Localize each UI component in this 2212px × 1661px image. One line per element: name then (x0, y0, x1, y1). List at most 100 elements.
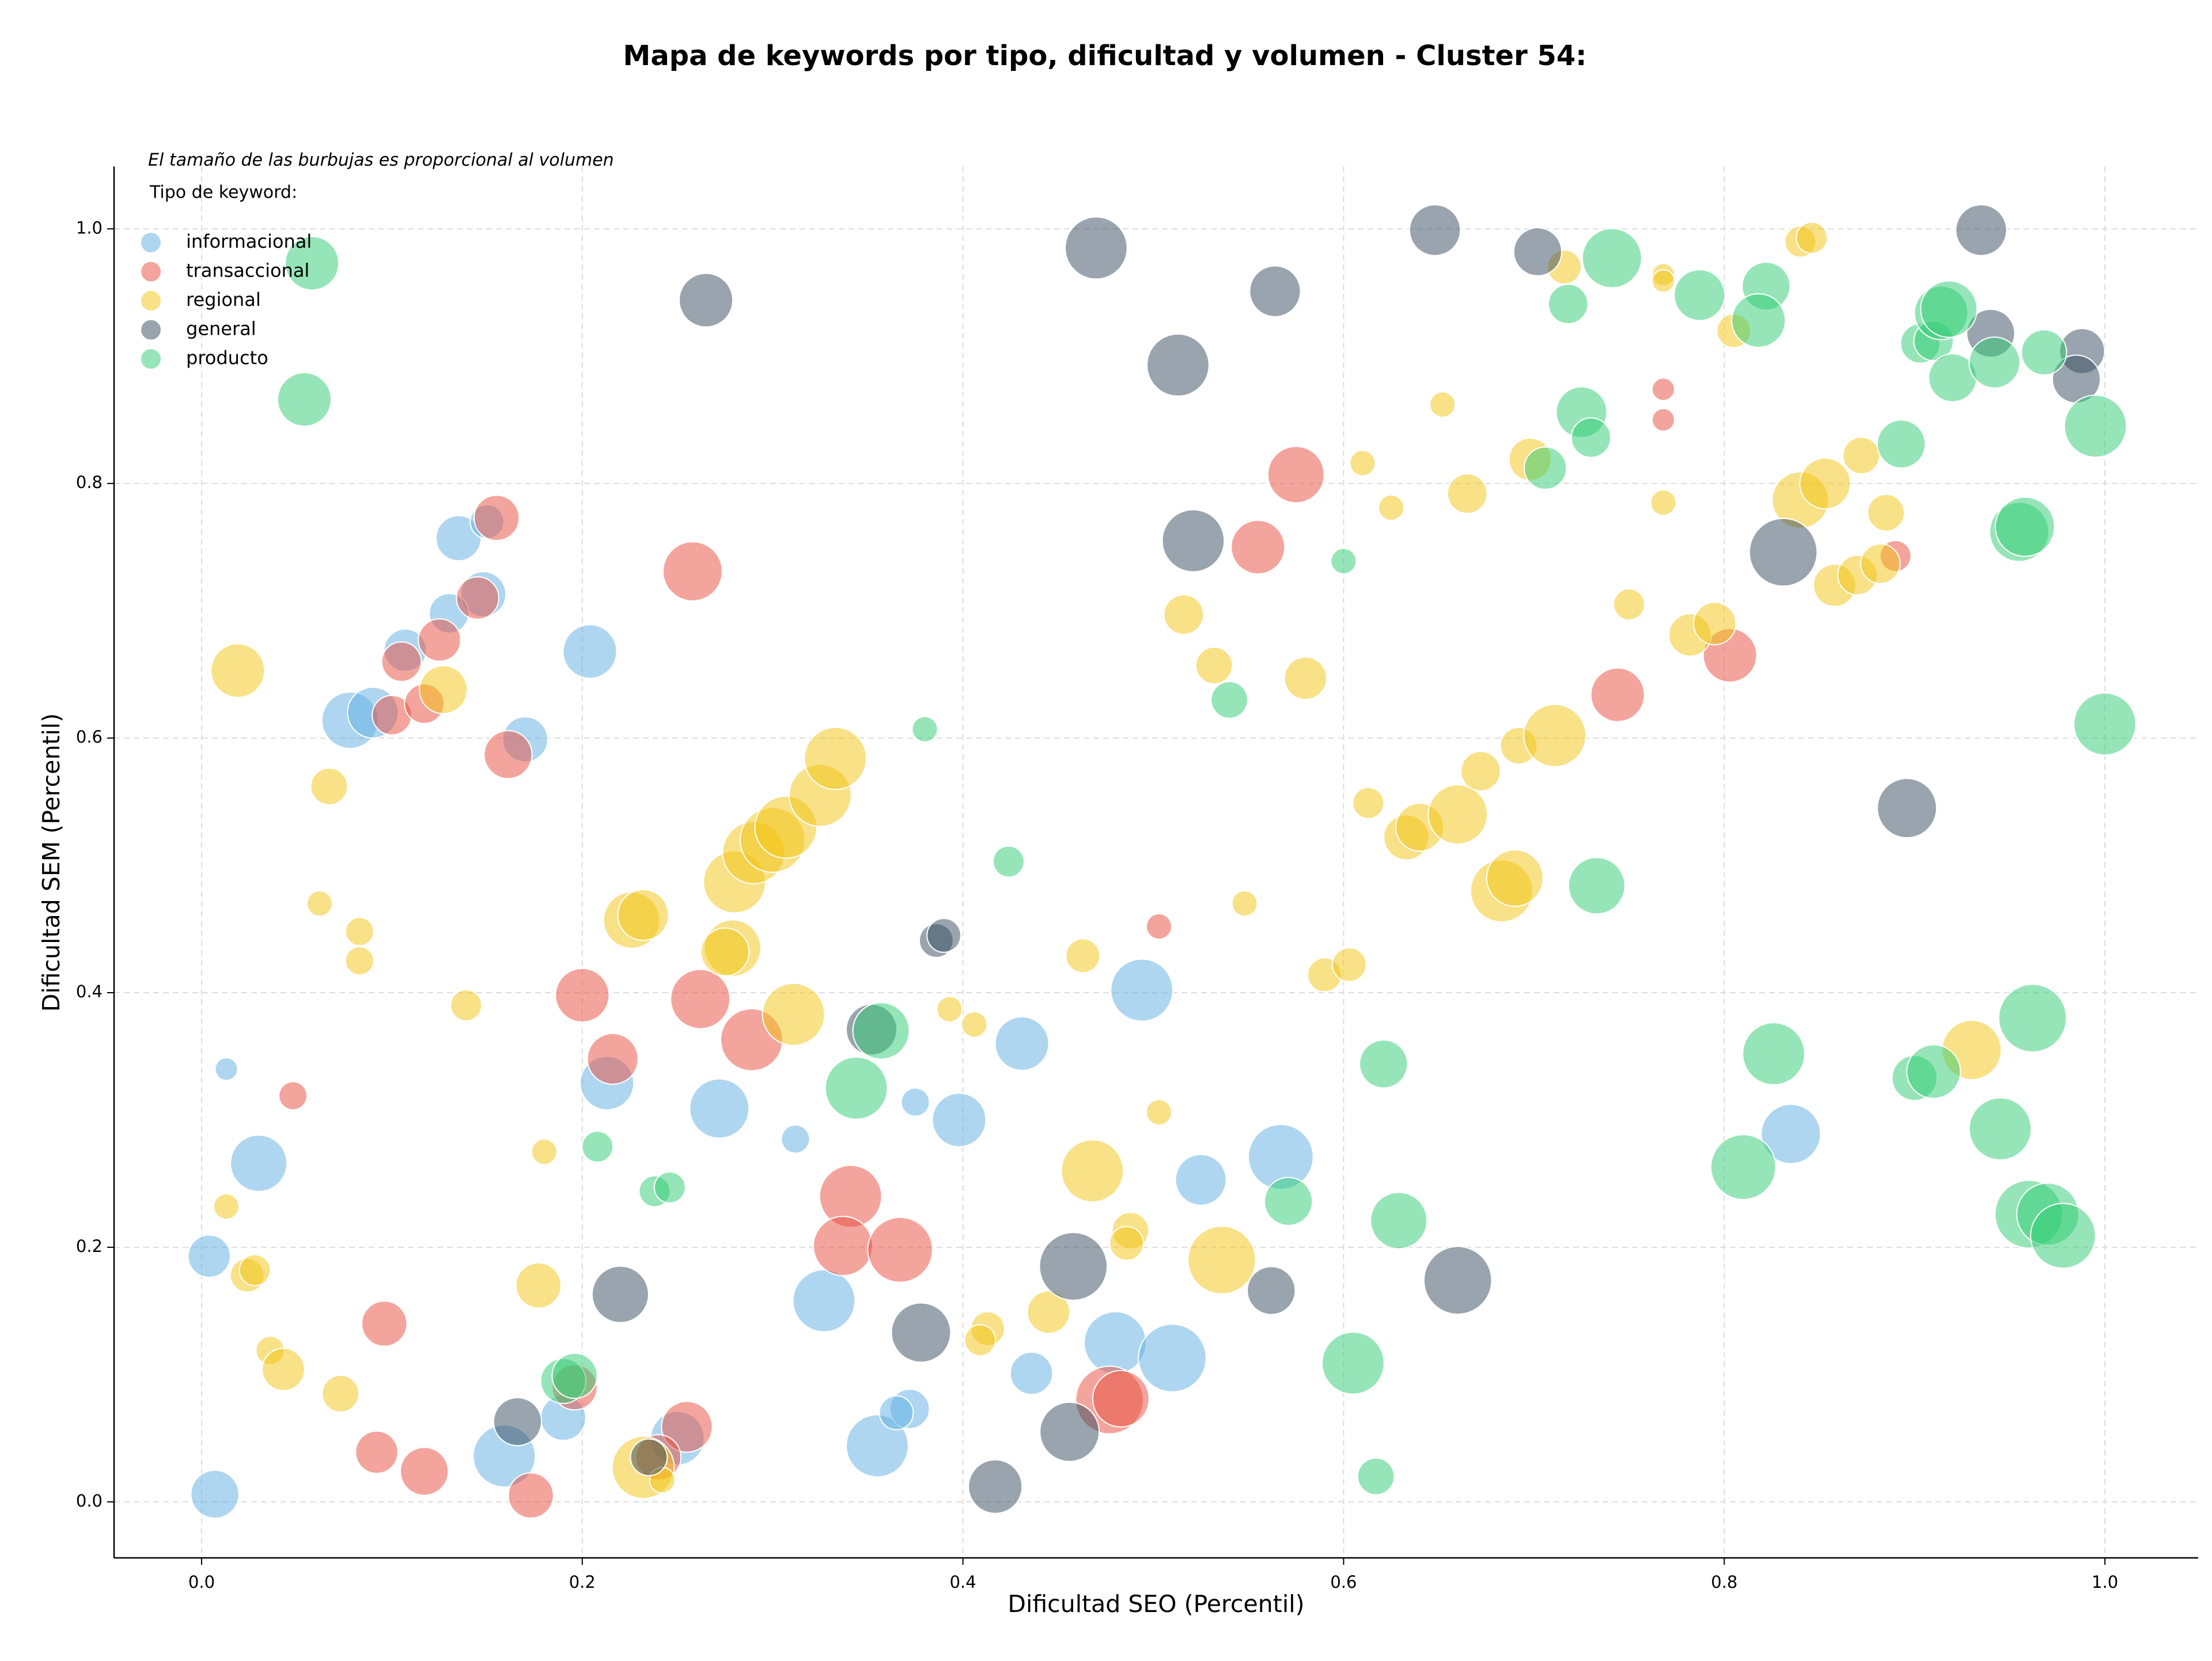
bubble (418, 618, 461, 662)
bubble (1867, 494, 1905, 532)
bubble (1968, 1097, 2032, 1161)
legend-marker (141, 291, 161, 311)
bubble (968, 1459, 1023, 1514)
bubble (1427, 784, 1488, 845)
bubble (1651, 377, 1676, 402)
bubble (1581, 228, 1642, 289)
bubble (450, 989, 483, 1022)
bubble (1567, 857, 1626, 915)
bubble (551, 1352, 598, 1399)
x-tick-label: 1.0 (2092, 1572, 2118, 1592)
bubble (630, 1438, 668, 1477)
bubble (1378, 494, 1405, 521)
bubble (1331, 947, 1367, 982)
bubble (230, 1134, 288, 1193)
bubble (456, 576, 499, 620)
bubble (493, 1397, 543, 1447)
bubble (1460, 751, 1501, 792)
bubble (1799, 457, 1851, 510)
chart-title: Mapa de keywords por tipo, dificultad y … (623, 40, 1587, 72)
bubble (661, 1401, 713, 1453)
bubble (1009, 1351, 1054, 1395)
bubble (238, 1254, 271, 1287)
bubble (891, 1302, 952, 1363)
bubble (1210, 680, 1249, 719)
bubble (1570, 417, 1612, 458)
bubble (852, 1002, 910, 1060)
bubble (878, 1395, 914, 1431)
bubble (2021, 329, 2067, 376)
series (210, 221, 2002, 1500)
bubble (1187, 1225, 1256, 1295)
y-tick-label: 0.6 (76, 727, 103, 747)
bubble (1349, 449, 1376, 476)
bubble (531, 1138, 558, 1166)
bubble (1065, 216, 1128, 280)
bubble (285, 236, 340, 291)
bubble (1408, 204, 1461, 256)
bubble (1731, 293, 1786, 348)
bubble (591, 1265, 649, 1323)
bubble (276, 372, 332, 427)
bubble (306, 890, 333, 917)
bubble (581, 1130, 614, 1163)
bubble (936, 996, 963, 1023)
bubble (792, 1269, 856, 1333)
bubble (1998, 983, 2067, 1053)
bubble (418, 665, 468, 714)
bubble (1264, 1176, 1313, 1226)
bubble (689, 1078, 750, 1139)
bubble (483, 730, 533, 780)
bubble (1109, 1225, 1145, 1261)
bubble (1650, 489, 1677, 516)
bubble (1590, 667, 1645, 722)
bubble (210, 643, 266, 698)
bubble (1146, 333, 1210, 397)
bubble (1352, 786, 1385, 819)
bubble (762, 982, 825, 1046)
bubble (262, 1348, 305, 1391)
bubble (1513, 227, 1563, 277)
y-axis-label: Dificultad SEM (Percentil) (37, 713, 65, 1012)
bubble (1175, 1153, 1227, 1206)
bubble (846, 1414, 909, 1478)
bubble (562, 624, 618, 679)
bubble (507, 1472, 554, 1519)
x-tick-label: 0.6 (1330, 1572, 1357, 1592)
legend-label: informacional (186, 230, 312, 252)
bubble (1842, 436, 1881, 475)
bubble (1760, 1103, 1821, 1164)
bubble (214, 1057, 238, 1081)
bubble (1796, 221, 1828, 254)
bubble (555, 967, 610, 1023)
bubble (1145, 1099, 1172, 1126)
bubble (1968, 336, 2021, 389)
bubble (1710, 1134, 1777, 1201)
bubble (1651, 408, 1676, 432)
bubble (1163, 594, 1205, 635)
bubble (1429, 391, 1456, 418)
bubble (2073, 692, 2137, 756)
bubble (1321, 1331, 1385, 1395)
bubble (1027, 1290, 1071, 1334)
bubble (361, 1300, 408, 1347)
bubble (1370, 1191, 1428, 1250)
bubble (1247, 1266, 1296, 1315)
bubble (2063, 394, 2127, 458)
bubble (670, 968, 731, 1030)
y-tick-label: 0.8 (76, 472, 103, 492)
bubble (1195, 646, 1233, 684)
bubble (310, 767, 349, 805)
bubble (1065, 938, 1101, 974)
bubble (473, 494, 520, 542)
legend-marker (141, 349, 161, 369)
x-axis-label: Dificultad SEO (Percentil) (1007, 1590, 1304, 1618)
bubble (931, 1092, 987, 1148)
bubble (662, 541, 723, 602)
bubble (321, 1375, 360, 1413)
bubble (355, 1430, 399, 1474)
bubble (1161, 509, 1225, 573)
x-tick-label: 0.2 (569, 1572, 596, 1592)
bubble (911, 716, 938, 743)
